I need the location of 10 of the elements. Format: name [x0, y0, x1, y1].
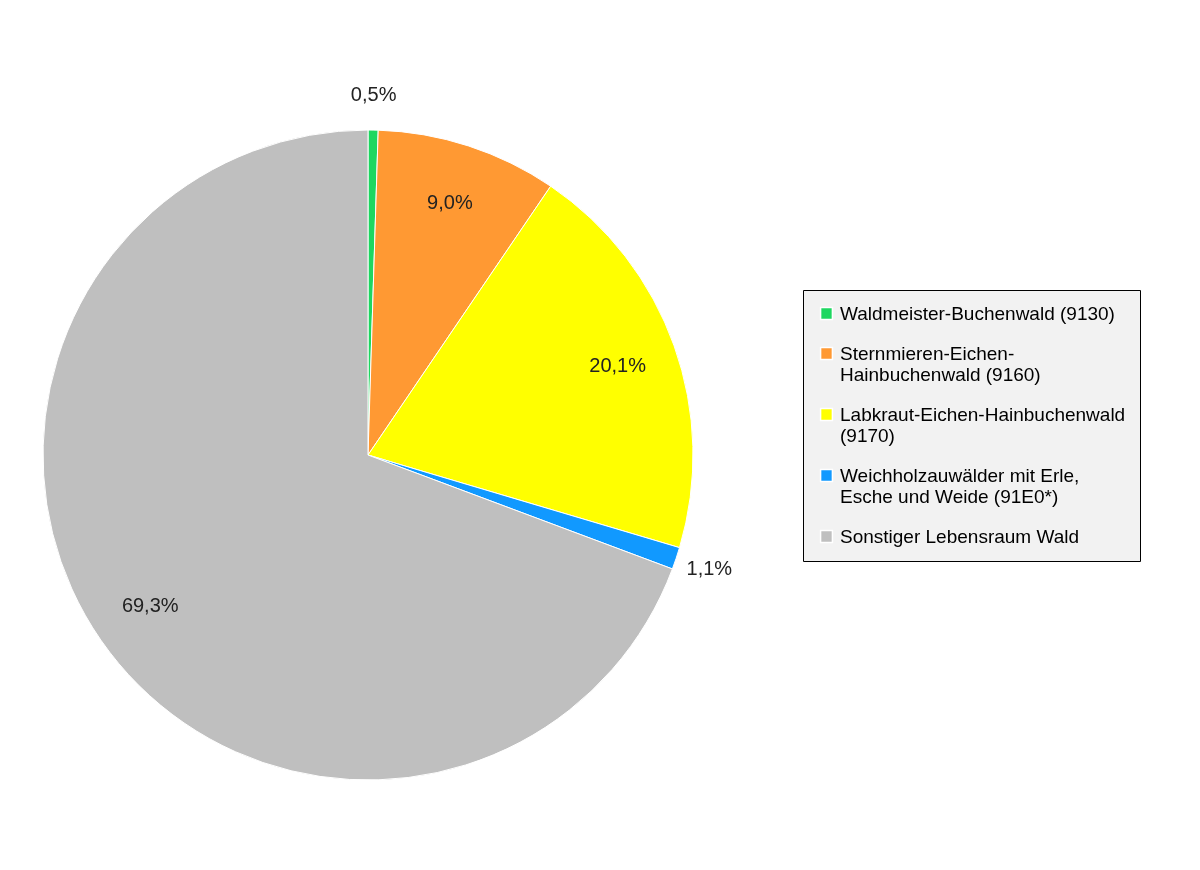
- data-label: 69,3%: [121, 594, 179, 617]
- data-label: 20,1%: [589, 354, 647, 377]
- data-label: 9,0%: [427, 190, 473, 213]
- legend-label: Weichholzauwälder mit Erle, Esche und Weide (91E0*): [840, 464, 1080, 507]
- data-label: 1,1%: [686, 557, 733, 580]
- legend-label: Sonstiger Lebensraum Wald: [840, 525, 1080, 547]
- data-label: 0,5%: [350, 83, 397, 106]
- legend-label: Sternmieren-Eichen-Hainbuchenwald (9160): [840, 342, 1041, 385]
- legend-label: Labkraut-Eichen-Hainbuchenwald (9170): [840, 403, 1126, 446]
- legend-label: Waldmeister-Buchenwald (9130): [840, 302, 1115, 324]
